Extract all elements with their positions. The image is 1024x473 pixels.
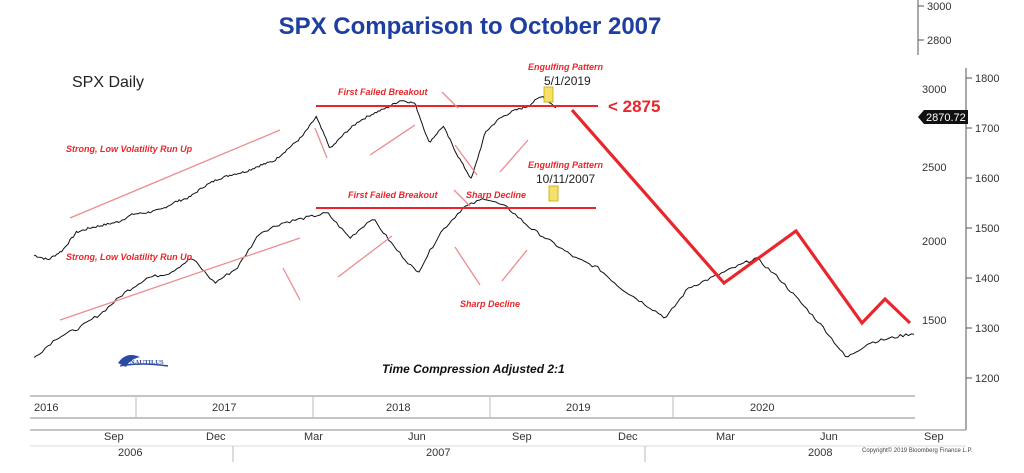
annotation-first-failed-breakout-2019: First Failed Breakout bbox=[338, 87, 429, 97]
series-line-2016-2019 bbox=[33, 96, 557, 261]
month-label-8: Sep bbox=[924, 431, 944, 443]
year-label-2016: 2016 bbox=[34, 402, 58, 414]
top-clipped-axis: 3000 2800 bbox=[917, 0, 951, 55]
month-axis: Sep Dec Mar Jun Sep Dec Mar Jun Sep 2006… bbox=[30, 429, 966, 462]
annotation-run-up-2007: Strong, Low Volatility Run Up bbox=[66, 252, 193, 262]
month-label-1: Dec bbox=[206, 431, 226, 443]
tick-2007-1300: 1300 bbox=[975, 323, 999, 335]
tick-2007-1200: 1200 bbox=[975, 373, 999, 385]
last-price-text: 2870.72 bbox=[926, 112, 966, 124]
projection-path bbox=[570, 108, 912, 326]
chart-subtitle: SPX Daily bbox=[72, 74, 144, 91]
engulfing-box-2007 bbox=[548, 185, 559, 202]
axis-2019: 3000 2500 2000 1500 bbox=[922, 84, 946, 327]
month-label-7: Jun bbox=[820, 431, 838, 443]
year-label-2017: 2017 bbox=[212, 402, 236, 414]
annotation-run-up-2019: Strong, Low Volatility Run Up bbox=[66, 144, 193, 154]
tick-top-2800: 2800 bbox=[927, 35, 951, 47]
plot-area bbox=[30, 70, 915, 394]
nautilus-logo-text: NAUTILUS bbox=[130, 359, 164, 366]
month-label-3: Jun bbox=[408, 431, 426, 443]
annotation-engulfing-2007-date: 10/11/2007 bbox=[536, 172, 595, 186]
year-label-2018: 2018 bbox=[386, 402, 410, 414]
trend-guides bbox=[59, 91, 529, 321]
chart-title: SPX Comparison to October 2007 bbox=[279, 13, 662, 40]
month-label-5: Dec bbox=[618, 431, 638, 443]
nautilus-logo: NAUTILUS bbox=[118, 355, 169, 367]
tick-top-3000: 3000 bbox=[927, 1, 951, 13]
annotation-sharp-decline-2019: Sharp Decline bbox=[466, 190, 526, 200]
month-label-0: Sep bbox=[104, 431, 124, 443]
axis-2007: 1800 1700 1600 1500 1400 1300 1200 bbox=[966, 73, 999, 385]
engulfing-box-2019 bbox=[543, 86, 554, 103]
month-label-2: Mar bbox=[304, 431, 323, 443]
annotation-engulfing-2019: Engulfing Pattern bbox=[528, 62, 603, 72]
series-line-2006-2008 bbox=[33, 198, 915, 358]
tick-2019-1500: 1500 bbox=[922, 315, 946, 327]
annotation-engulfing-2007: Engulfing Pattern bbox=[528, 160, 603, 170]
last-price-badge: 2870.72 bbox=[918, 110, 968, 124]
tick-2007-1500: 1500 bbox=[975, 223, 999, 235]
tick-2007-1600: 1600 bbox=[975, 173, 999, 185]
tick-2007-1400: 1400 bbox=[975, 273, 999, 285]
month-label-4: Sep bbox=[512, 431, 532, 443]
year-label-2019: 2019 bbox=[566, 402, 590, 414]
tick-2019-2000: 2000 bbox=[922, 236, 946, 248]
year-label-2006: 2006 bbox=[118, 447, 142, 459]
tick-2007-1700: 1700 bbox=[975, 123, 999, 135]
year-label-2020: 2020 bbox=[750, 402, 774, 414]
time-compression-note: Time Compression Adjusted 2:1 bbox=[382, 362, 565, 376]
tick-2019-3000: 3000 bbox=[922, 84, 946, 96]
year-band-2019: 2016 2017 2018 2019 2020 bbox=[30, 395, 915, 419]
month-label-6: Mar bbox=[716, 431, 735, 443]
copyright-text: Copyright© 2019 Bloomberg Finance L.P. bbox=[862, 447, 973, 454]
annotation-sharp-decline-2007: Sharp Decline bbox=[460, 299, 520, 309]
tick-2019-2500: 2500 bbox=[922, 162, 946, 174]
threshold-label: < 2875 bbox=[608, 97, 660, 116]
annotation-engulfing-2019-date: 5/1/2019 bbox=[544, 74, 591, 88]
series-layer bbox=[33, 96, 915, 358]
annotation-first-failed-breakout-2007: First Failed Breakout bbox=[348, 190, 439, 200]
year-label-2008: 2008 bbox=[808, 447, 832, 459]
tick-2007-1800: 1800 bbox=[975, 73, 999, 85]
year-label-2007: 2007 bbox=[426, 447, 450, 459]
